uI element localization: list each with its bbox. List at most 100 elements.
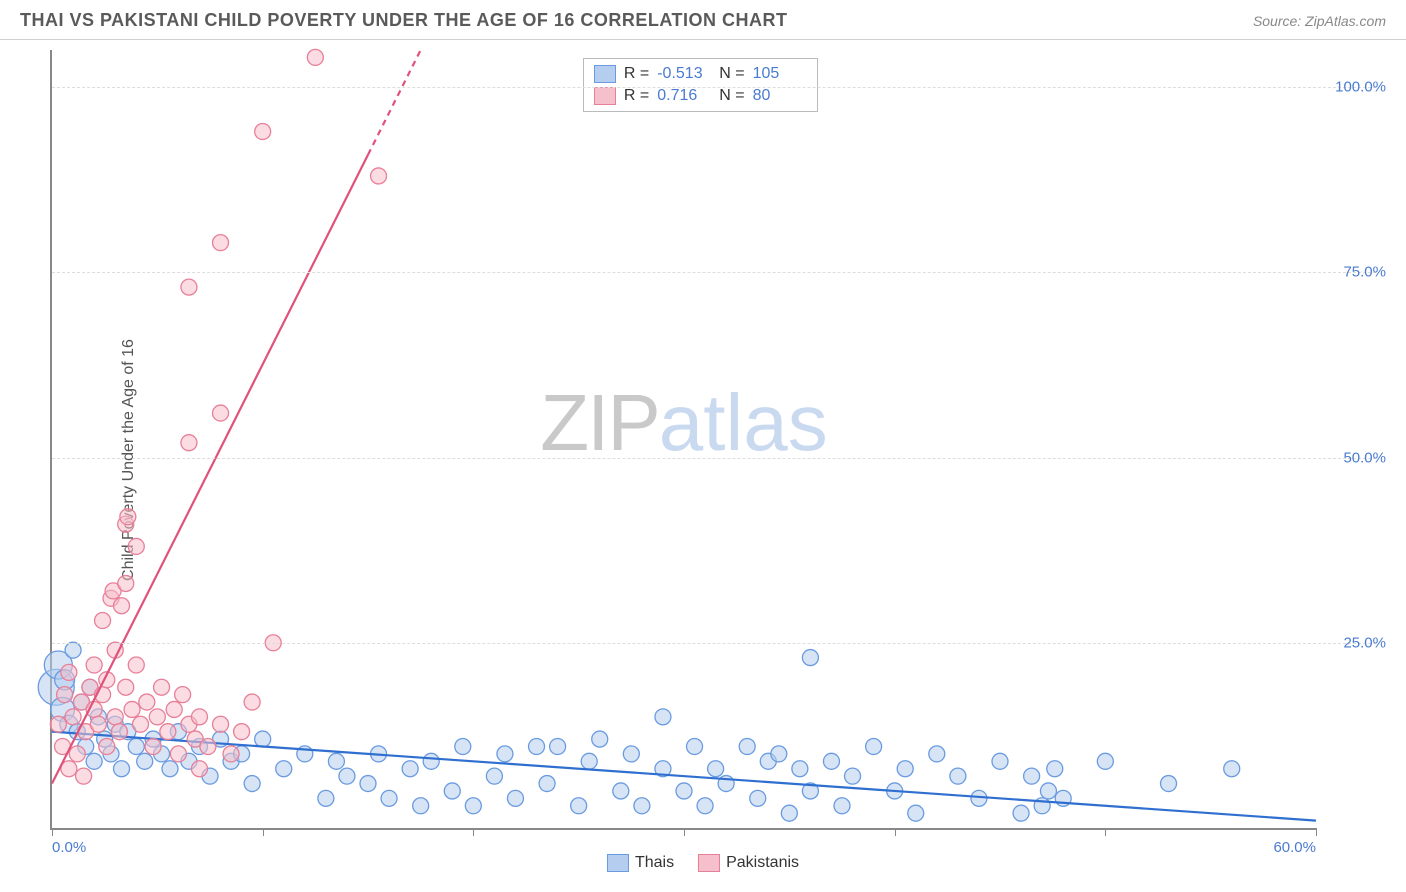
- data-point: [834, 798, 850, 814]
- data-point: [191, 761, 207, 777]
- regression-line-dashed: [368, 50, 421, 155]
- stats-row: R =0.716N =80: [594, 85, 807, 107]
- data-point: [307, 49, 323, 65]
- gridline: [52, 458, 1376, 459]
- data-point: [213, 405, 229, 421]
- data-point: [118, 679, 134, 695]
- data-point: [86, 753, 102, 769]
- data-point: [181, 279, 197, 295]
- legend-swatch: [698, 854, 720, 872]
- data-point: [529, 738, 545, 754]
- data-point: [99, 738, 115, 754]
- x-tick: [473, 828, 474, 836]
- chart-header: THAI VS PAKISTANI CHILD POVERTY UNDER TH…: [0, 0, 1406, 40]
- data-point: [255, 731, 271, 747]
- data-point: [1047, 761, 1063, 777]
- data-point: [213, 716, 229, 732]
- x-tick: [1316, 828, 1317, 836]
- data-point: [170, 746, 186, 762]
- data-point: [929, 746, 945, 762]
- data-point: [149, 709, 165, 725]
- source-prefix: Source:: [1253, 13, 1305, 29]
- data-point: [95, 613, 111, 629]
- data-point: [223, 746, 239, 762]
- data-point: [1097, 753, 1113, 769]
- data-point: [697, 798, 713, 814]
- data-point: [145, 738, 161, 754]
- data-point: [339, 768, 355, 784]
- data-point: [244, 776, 260, 792]
- data-point: [128, 538, 144, 554]
- r-value: 0.716: [657, 87, 711, 105]
- stats-box: R =-0.513N =105R =0.716N =80: [583, 58, 818, 112]
- data-point: [992, 753, 1008, 769]
- data-point: [276, 761, 292, 777]
- data-point: [413, 798, 429, 814]
- data-point: [139, 694, 155, 710]
- data-point: [120, 509, 136, 525]
- plot-svg: [52, 50, 1316, 828]
- data-point: [57, 687, 73, 703]
- data-point: [1224, 761, 1240, 777]
- y-tick-label: 75.0%: [1343, 264, 1386, 281]
- data-point: [634, 798, 650, 814]
- chart-source: Source: ZipAtlas.com: [1253, 13, 1386, 29]
- regression-line: [52, 732, 1316, 821]
- data-point: [750, 790, 766, 806]
- x-tick-label: 0.0%: [52, 839, 86, 856]
- legend-label: Pakistanis: [726, 854, 799, 872]
- data-point: [613, 783, 629, 799]
- data-point: [114, 598, 130, 614]
- legend-item: Pakistanis: [698, 854, 799, 872]
- source-name: ZipAtlas.com: [1305, 13, 1386, 29]
- data-point: [550, 738, 566, 754]
- data-point: [371, 168, 387, 184]
- r-label: R =: [624, 65, 649, 83]
- r-value: -0.513: [657, 65, 711, 83]
- data-point: [581, 753, 597, 769]
- data-point: [328, 753, 344, 769]
- x-tick: [1105, 828, 1106, 836]
- data-point: [166, 701, 182, 717]
- legend-item: Thais: [607, 854, 674, 872]
- data-point: [255, 124, 271, 140]
- data-point: [423, 753, 439, 769]
- plot-region: ZIPatlas R =-0.513N =105R =0.716N =80 25…: [50, 50, 1316, 830]
- legend: Thais Pakistanis: [607, 854, 799, 872]
- data-point: [114, 761, 130, 777]
- data-point: [823, 753, 839, 769]
- y-tick-label: 25.0%: [1343, 634, 1386, 651]
- data-point: [61, 664, 77, 680]
- data-point: [90, 716, 106, 732]
- data-point: [781, 805, 797, 821]
- data-point: [497, 746, 513, 762]
- data-point: [739, 738, 755, 754]
- x-tick: [684, 828, 685, 836]
- x-tick-label: 60.0%: [1273, 839, 1316, 856]
- legend-label: Thais: [635, 854, 674, 872]
- gridline: [52, 87, 1376, 88]
- data-point: [318, 790, 334, 806]
- stats-row: R =-0.513N =105: [594, 63, 807, 85]
- data-point: [539, 776, 555, 792]
- data-point: [1040, 783, 1056, 799]
- data-point: [444, 783, 460, 799]
- data-point: [128, 657, 144, 673]
- data-point: [1013, 805, 1029, 821]
- data-point: [65, 642, 81, 658]
- n-label: N =: [719, 87, 744, 105]
- y-tick-label: 50.0%: [1343, 449, 1386, 466]
- data-point: [708, 761, 724, 777]
- x-tick: [895, 828, 896, 836]
- series-swatch: [594, 87, 616, 105]
- n-value: 80: [753, 87, 807, 105]
- data-point: [162, 761, 178, 777]
- data-point: [897, 761, 913, 777]
- data-point: [154, 679, 170, 695]
- data-point: [107, 709, 123, 725]
- data-point: [1024, 768, 1040, 784]
- data-point: [50, 716, 66, 732]
- data-point: [175, 687, 191, 703]
- data-point: [655, 709, 671, 725]
- data-point: [455, 738, 471, 754]
